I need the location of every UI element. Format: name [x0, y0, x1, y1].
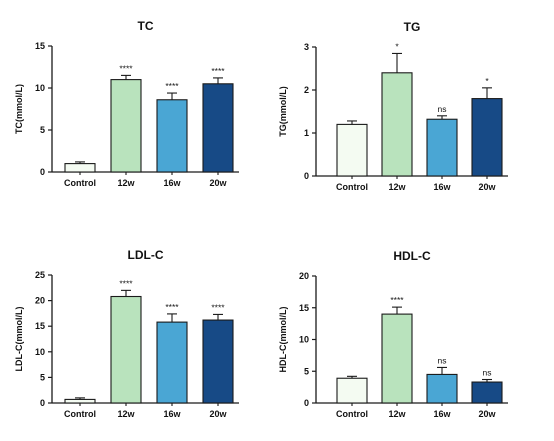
y-tick-label: 10: [299, 335, 309, 345]
y-tick-label: 0: [40, 167, 45, 177]
y-tick-label: 0: [304, 171, 309, 181]
bar-16w: [156, 99, 188, 173]
bar-control: [336, 123, 368, 177]
y-axis-label: HDL-C(mmol/L): [278, 307, 288, 373]
significance-label: ****: [119, 278, 133, 288]
chart-title: TG: [404, 20, 421, 34]
bar-control: [64, 163, 96, 173]
y-tick-label: 0: [40, 398, 45, 408]
bar-20w: [202, 319, 234, 404]
significance-label: ****: [165, 81, 179, 91]
y-tick-label: 2: [304, 85, 309, 95]
chart-title: HDL-C: [393, 249, 431, 263]
y-axis-label: TC(mmol/L): [14, 84, 24, 134]
bar-12w: [110, 79, 142, 173]
significance-label: ****: [211, 302, 225, 312]
bar-12w: [110, 295, 142, 404]
chart-panel-tc: TC TC(mmol/L) 0 5 10 15 Control **** 12w **** 16w *…: [14, 19, 239, 188]
bar-16w: [426, 373, 458, 404]
x-tick-label: 20w: [209, 409, 227, 419]
significance-label: ****: [211, 66, 225, 76]
significance-label: *: [485, 76, 489, 86]
y-tick-label: 20: [299, 271, 309, 281]
x-tick-label: 12w: [388, 409, 406, 419]
significance-label: ns: [438, 104, 447, 114]
y-axis-label: TG(mmol/L): [278, 86, 288, 137]
chart-panel-ldl-c: LDL-C LDL-C(mmol/L) 0 5 10 15 20 25 Control **** 1…: [14, 248, 239, 419]
y-tick-label: 5: [40, 372, 45, 382]
y-tick-label: 25: [35, 270, 45, 280]
bar-20w: [471, 98, 503, 177]
bar-16w: [156, 321, 188, 404]
bar-20w: [202, 83, 234, 173]
bar-20w: [471, 381, 503, 404]
y-tick-label: 5: [304, 366, 309, 376]
significance-label: ****: [390, 295, 404, 305]
x-tick-label: 12w: [117, 178, 135, 188]
bar-control: [64, 398, 96, 404]
x-tick-label: 16w: [433, 182, 451, 192]
significance-label: ns: [438, 355, 447, 365]
x-tick-label: 16w: [433, 409, 451, 419]
y-tick-label: 20: [35, 296, 45, 306]
y-tick-label: 0: [304, 398, 309, 408]
significance-label: *: [395, 41, 399, 51]
chart-title: LDL-C: [128, 248, 164, 262]
chart-panel-tg: TG TG(mmol/L) 0 1 2 3 Control * 12w ns 16w * 20w: [278, 20, 508, 192]
y-tick-label: 3: [304, 42, 309, 52]
y-tick-label: 5: [40, 125, 45, 135]
y-tick-label: 10: [35, 83, 45, 93]
x-tick-label: Control: [64, 178, 96, 188]
x-tick-label: 20w: [478, 409, 496, 419]
x-tick-label: 20w: [478, 182, 496, 192]
x-tick-label: Control: [336, 409, 368, 419]
x-tick-label: 12w: [388, 182, 406, 192]
y-axis-label: LDL-C(mmol/L): [14, 307, 24, 372]
chart-title: TC: [138, 19, 154, 33]
x-tick-label: Control: [336, 182, 368, 192]
y-tick-label: 15: [299, 303, 309, 313]
y-tick-label: 1: [304, 128, 309, 138]
significance-label: ****: [165, 302, 179, 312]
x-tick-label: 20w: [209, 178, 227, 188]
y-tick-label: 15: [35, 41, 45, 51]
significance-label: ****: [119, 63, 133, 73]
x-tick-label: Control: [64, 409, 96, 419]
y-tick-label: 10: [35, 347, 45, 357]
chart-panel-hdl-c: HDL-C HDL-C(mmol/L) 0 5 10 15 20 Control **** 12w…: [278, 249, 508, 419]
x-tick-label: 16w: [163, 409, 181, 419]
y-tick-label: 15: [35, 321, 45, 331]
bar-12w: [381, 313, 413, 404]
significance-label: ns: [483, 368, 492, 378]
bar-control: [336, 377, 368, 404]
bar-16w: [426, 118, 458, 177]
bar-12w: [381, 72, 413, 177]
x-tick-label: 12w: [117, 409, 135, 419]
x-tick-label: 16w: [163, 178, 181, 188]
